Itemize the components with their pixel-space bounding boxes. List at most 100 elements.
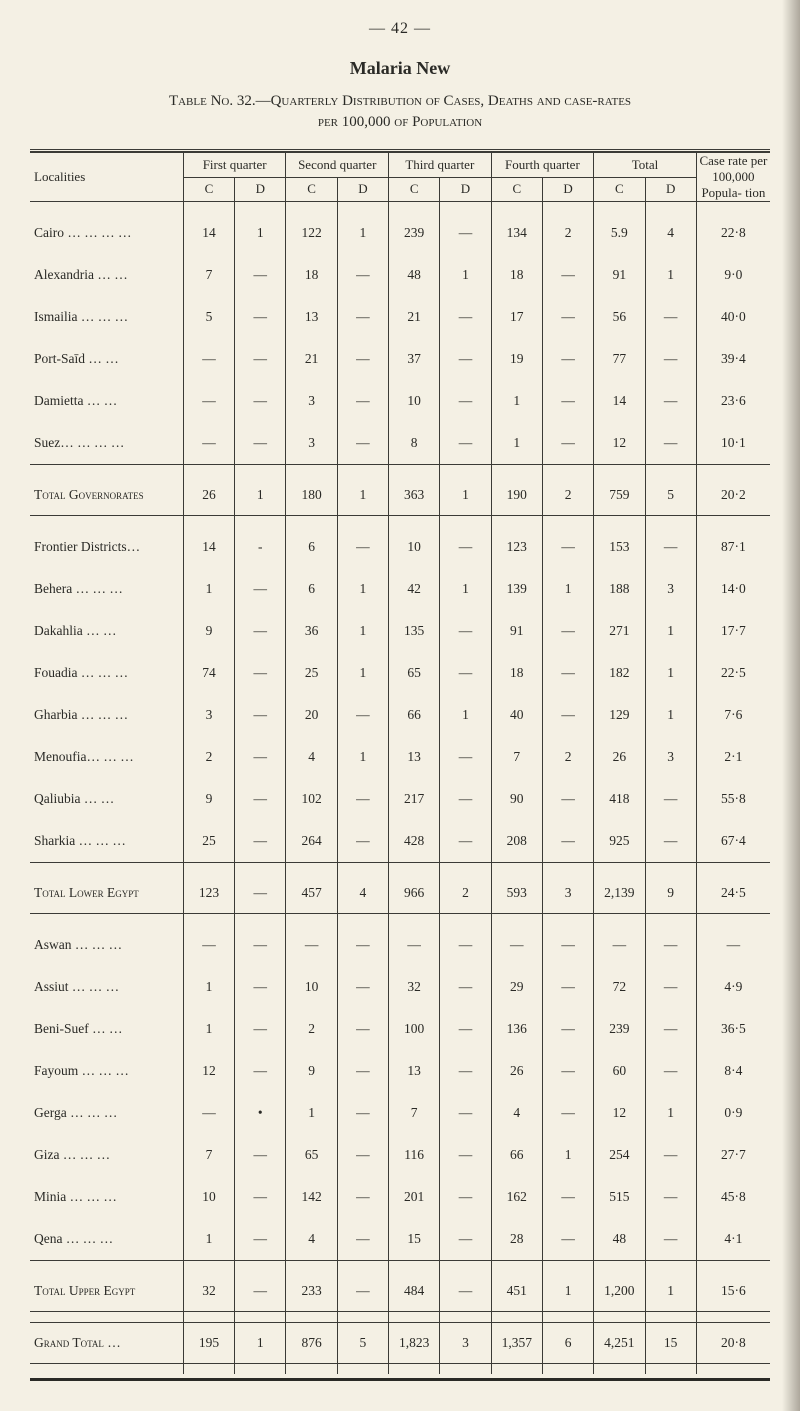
cell: 1,200	[594, 1271, 645, 1312]
cell: 7	[389, 1092, 440, 1134]
cell: 1	[337, 610, 388, 652]
locality-cell: Alexandria … …	[30, 254, 183, 296]
cell: 1	[645, 1092, 696, 1134]
rate-cell: 9·0	[696, 254, 770, 296]
cell: 1	[235, 475, 286, 516]
table-row: Port-Saīd … …——21—37—19—77—39·4	[30, 338, 770, 380]
locality-cell: Suez… … … …	[30, 422, 183, 465]
section-total-row: Total Lower Egypt123—4574966259332,13992…	[30, 873, 770, 914]
cell: 1	[645, 254, 696, 296]
cell: 217	[389, 778, 440, 820]
cell: 6	[286, 568, 337, 610]
cell: 77	[594, 338, 645, 380]
cell: —	[235, 1271, 286, 1312]
locality-cell: Gerga … … …	[30, 1092, 183, 1134]
rate-cell: 24·5	[696, 873, 770, 914]
cell: 1	[542, 568, 593, 610]
rate-cell: 67·4	[696, 820, 770, 863]
cell: —	[440, 652, 491, 694]
cell: 14	[594, 380, 645, 422]
cell: 36	[286, 610, 337, 652]
cell: 208	[491, 820, 542, 863]
rate-cell: 10·1	[696, 422, 770, 465]
hdr-rate: Case rate per 100,000 Popula- tion	[696, 153, 770, 202]
cell: 759	[594, 475, 645, 516]
cell: 13	[286, 296, 337, 338]
hdr-localities: Localities	[30, 153, 183, 202]
cell: 1	[440, 254, 491, 296]
cell: 190	[491, 475, 542, 516]
hdr-d: D	[542, 177, 593, 202]
cell: 116	[389, 1134, 440, 1176]
cell: —	[542, 1050, 593, 1092]
cell: —	[235, 254, 286, 296]
table-row: Aswan … … …———————————	[30, 924, 770, 966]
rate-cell: 4·9	[696, 966, 770, 1008]
rate-cell: 36·5	[696, 1008, 770, 1050]
grand-total-row: Grand Total …195187651,82331,35764,25115…	[30, 1323, 770, 1364]
cell: 135	[389, 610, 440, 652]
cell: —	[542, 610, 593, 652]
cell: 7	[183, 254, 234, 296]
table-row: Sharkia … … …25—264—428—208—925—67·4	[30, 820, 770, 863]
cell: 123	[491, 526, 542, 568]
locality-cell: Qaliubia … …	[30, 778, 183, 820]
cell: —	[440, 526, 491, 568]
cell: 13	[389, 1050, 440, 1092]
cell: 3	[183, 694, 234, 736]
rate-cell: 20·8	[696, 1323, 770, 1364]
cell: —	[235, 1176, 286, 1218]
cell: 18	[491, 254, 542, 296]
cell: •	[235, 1092, 286, 1134]
cell: —	[542, 694, 593, 736]
cell: —	[645, 924, 696, 966]
locality-cell: Fouadia … … …	[30, 652, 183, 694]
cell: —	[542, 1218, 593, 1261]
cell: —	[235, 422, 286, 465]
locality-cell: Total Upper Egypt	[30, 1271, 183, 1312]
locality-cell: Gharbia … … …	[30, 694, 183, 736]
hdr-c: C	[183, 177, 234, 202]
cell: —	[542, 1092, 593, 1134]
locality-cell: Beni-Suef … …	[30, 1008, 183, 1050]
cell: 3	[440, 1323, 491, 1364]
cell: 1	[491, 380, 542, 422]
cell: 48	[389, 254, 440, 296]
cell: 6	[286, 526, 337, 568]
hdr-c: C	[389, 177, 440, 202]
cell: 7	[491, 736, 542, 778]
cell: —	[645, 778, 696, 820]
locality-cell: Sharkia … … …	[30, 820, 183, 863]
cell: 42	[389, 568, 440, 610]
cell: —	[235, 694, 286, 736]
cell: 48	[594, 1218, 645, 1261]
cell: 1	[286, 1092, 337, 1134]
hdr-d: D	[235, 177, 286, 202]
locality-cell: Aswan … … …	[30, 924, 183, 966]
cell: -	[235, 526, 286, 568]
locality-cell: Menoufia… … …	[30, 736, 183, 778]
rate-cell: 17·7	[696, 610, 770, 652]
cell: 2	[286, 1008, 337, 1050]
cell: 153	[594, 526, 645, 568]
cell: —	[645, 338, 696, 380]
cell: 1	[491, 422, 542, 465]
cell: 2	[440, 873, 491, 914]
cell: —	[594, 924, 645, 966]
table-row: Assiut … … …1—10—32—29—72—4·9	[30, 966, 770, 1008]
cell: 8	[389, 422, 440, 465]
cell: 1	[183, 1218, 234, 1261]
cell: 4	[645, 212, 696, 254]
locality-cell: Damietta … …	[30, 380, 183, 422]
cell: —	[235, 924, 286, 966]
cell: —	[337, 526, 388, 568]
rate-cell: 0·9	[696, 1092, 770, 1134]
rate-cell: 39·4	[696, 338, 770, 380]
cell: —	[235, 296, 286, 338]
cell: 1	[645, 694, 696, 736]
cell: 484	[389, 1271, 440, 1312]
cell: —	[235, 380, 286, 422]
cell: 451	[491, 1271, 542, 1312]
cell: —	[183, 380, 234, 422]
locality-cell: Frontier Districts…	[30, 526, 183, 568]
